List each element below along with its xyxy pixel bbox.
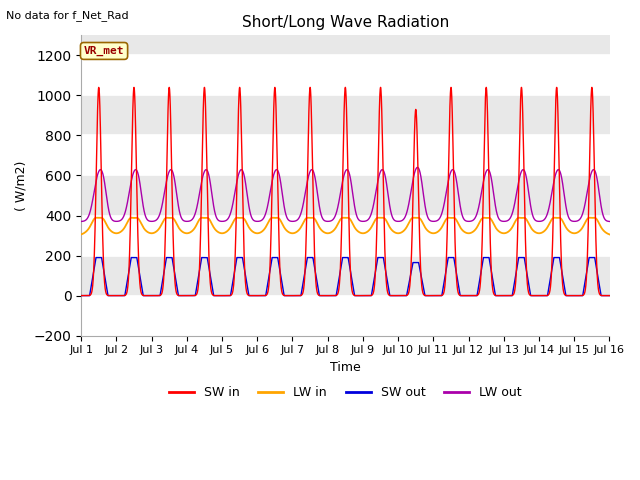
Bar (81, 135, 609, 176)
Y-axis label: ( W/m2): ( W/m2) (15, 160, 28, 211)
Bar (81, 296, 609, 336)
Text: No data for f_Net_Rad: No data for f_Net_Rad (6, 10, 129, 21)
Text: VR_met: VR_met (84, 46, 124, 56)
X-axis label: Time: Time (330, 361, 361, 374)
Bar (81, 55, 609, 96)
Bar (81, 216, 609, 255)
Title: Short/Long Wave Radiation: Short/Long Wave Radiation (242, 15, 449, 30)
Legend: SW in, LW in, SW out, LW out: SW in, LW in, SW out, LW out (164, 382, 527, 405)
